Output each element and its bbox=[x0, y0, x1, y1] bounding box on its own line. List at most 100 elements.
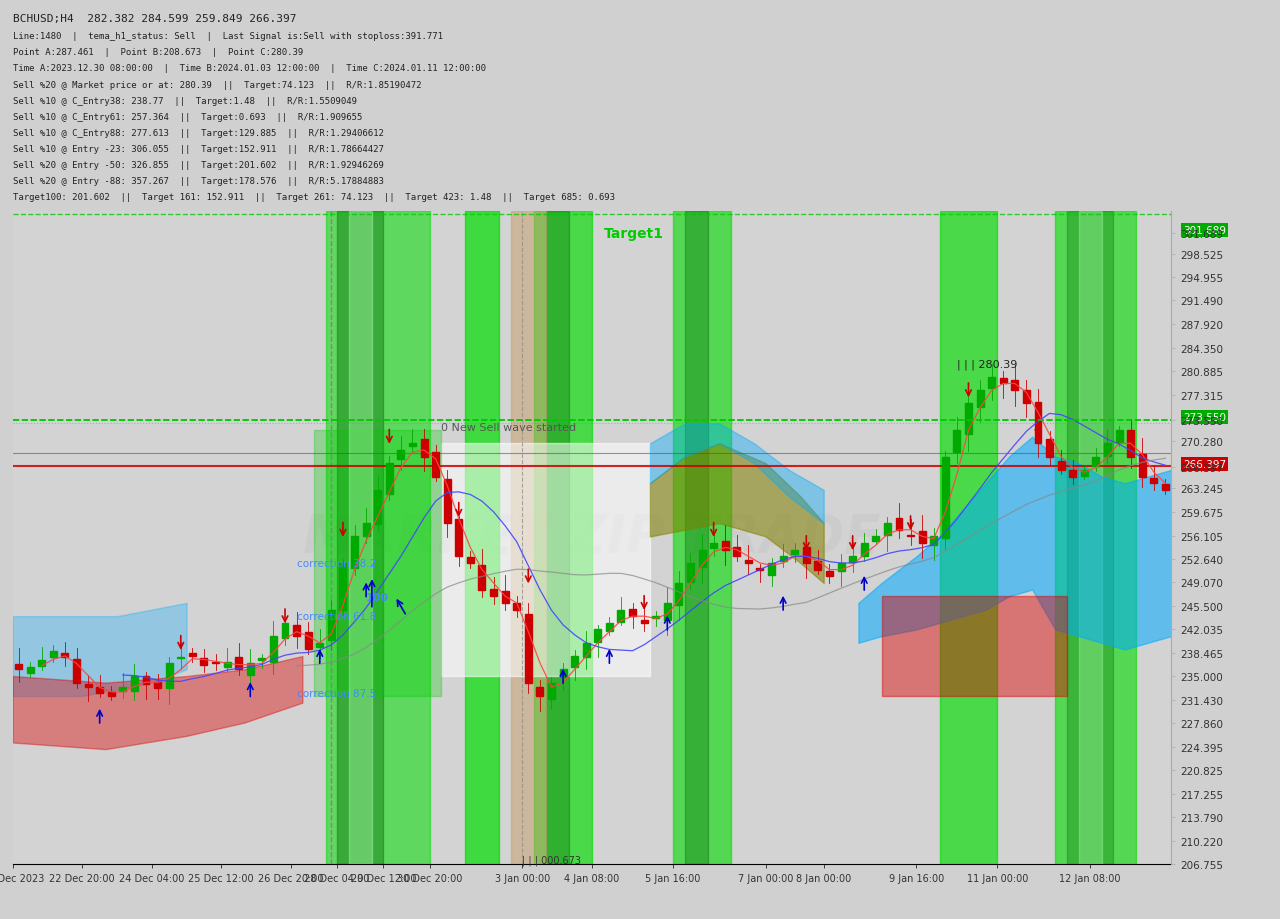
Bar bbox=[259, 658, 265, 660]
Bar bbox=[908, 535, 914, 537]
Bar bbox=[490, 590, 497, 596]
Bar bbox=[664, 603, 671, 620]
Bar bbox=[617, 610, 625, 622]
Text: Point A:287.461  |  Point B:208.673  |  Point C:280.39: Point A:287.461 | Point B:208.673 | Poin… bbox=[13, 48, 303, 57]
Bar bbox=[351, 537, 358, 568]
Text: Time A:2023.12.30 08:00:00  |  Time B:2024.01.03 12:00:00  |  Time C:2024.01.11 : Time A:2023.12.30 08:00:00 | Time B:2024… bbox=[13, 64, 486, 74]
Bar bbox=[316, 643, 324, 648]
Bar bbox=[605, 623, 613, 631]
Bar bbox=[247, 663, 253, 675]
Bar bbox=[1116, 430, 1123, 443]
Bar bbox=[942, 457, 948, 539]
Bar bbox=[293, 625, 300, 637]
Bar bbox=[1000, 379, 1006, 384]
Bar bbox=[444, 480, 451, 524]
Bar bbox=[1139, 455, 1146, 477]
Bar bbox=[410, 444, 416, 447]
Bar bbox=[374, 491, 381, 525]
Bar bbox=[873, 537, 879, 541]
Bar bbox=[791, 550, 799, 554]
Bar bbox=[456, 519, 462, 557]
Bar bbox=[525, 615, 531, 683]
Bar bbox=[722, 541, 728, 550]
Bar bbox=[328, 610, 335, 641]
Bar bbox=[236, 657, 242, 670]
Bar bbox=[641, 620, 648, 623]
Bar bbox=[1046, 439, 1053, 457]
Bar bbox=[988, 378, 995, 388]
Bar bbox=[1057, 461, 1065, 471]
Bar bbox=[860, 543, 868, 556]
Bar bbox=[940, 211, 997, 864]
Bar bbox=[768, 563, 774, 575]
Bar bbox=[339, 563, 347, 610]
Bar bbox=[513, 603, 520, 610]
Bar bbox=[534, 211, 591, 864]
Bar bbox=[1056, 211, 1137, 864]
Bar bbox=[559, 670, 567, 677]
Bar bbox=[814, 562, 822, 570]
Bar bbox=[1069, 471, 1076, 477]
Bar bbox=[954, 430, 960, 452]
Bar bbox=[896, 518, 902, 530]
Text: correction 38.2: correction 38.2 bbox=[297, 559, 376, 569]
Bar bbox=[465, 211, 499, 864]
Bar bbox=[397, 450, 404, 460]
Bar bbox=[50, 651, 56, 657]
Bar bbox=[1151, 479, 1157, 483]
Bar bbox=[965, 404, 972, 435]
Bar bbox=[479, 565, 485, 590]
Bar bbox=[131, 676, 138, 691]
Bar bbox=[61, 653, 68, 657]
Bar bbox=[38, 661, 45, 666]
Bar bbox=[511, 211, 545, 864]
Bar bbox=[502, 592, 508, 603]
Bar bbox=[931, 537, 937, 546]
Bar bbox=[282, 623, 288, 638]
Bar bbox=[212, 662, 219, 663]
Text: Line:1480  |  tema_h1_status: Sell  |  Last Signal is:Sell with stoploss:391.771: Line:1480 | tema_h1_status: Sell | Last … bbox=[13, 32, 443, 41]
Text: correction 61.8: correction 61.8 bbox=[297, 612, 376, 622]
Bar bbox=[687, 563, 694, 583]
Bar bbox=[201, 658, 207, 665]
Bar bbox=[548, 683, 556, 699]
Text: Sell %20 @ Entry -50: 326.855  ||  Target:201.602  ||  R/R:1.92946269: Sell %20 @ Entry -50: 326.855 || Target:… bbox=[13, 161, 384, 170]
Bar bbox=[325, 211, 430, 864]
Text: 100: 100 bbox=[366, 592, 389, 602]
Bar bbox=[433, 453, 439, 477]
Bar bbox=[84, 685, 92, 687]
Bar bbox=[685, 211, 708, 864]
Bar bbox=[27, 668, 33, 674]
Text: Sell %10 @ Entry -23: 306.055  ||  Target:152.911  ||  R/R:1.78664427: Sell %10 @ Entry -23: 306.055 || Target:… bbox=[13, 145, 384, 153]
Bar bbox=[362, 524, 370, 537]
Bar bbox=[837, 563, 845, 572]
Bar bbox=[536, 687, 543, 697]
Bar bbox=[733, 547, 740, 557]
Bar bbox=[337, 211, 384, 864]
Bar bbox=[1105, 444, 1111, 457]
Text: Sell %10 @ C_Entry61: 257.364  ||  Target:0.693  ||  R/R:1.909655: Sell %10 @ C_Entry61: 257.364 || Target:… bbox=[13, 112, 362, 121]
Bar bbox=[1023, 391, 1030, 404]
Bar bbox=[977, 391, 983, 408]
Bar bbox=[628, 609, 636, 617]
Bar bbox=[745, 561, 751, 563]
Bar bbox=[919, 532, 925, 543]
Text: correction 87.5: correction 87.5 bbox=[297, 688, 376, 698]
Text: Sell %20 @ Entry -88: 357.267  ||  Target:178.576  ||  R/R:5.17884883: Sell %20 @ Entry -88: 357.267 || Target:… bbox=[13, 177, 384, 186]
Bar bbox=[545, 211, 568, 864]
Text: | | | 280.39: | | | 280.39 bbox=[957, 359, 1018, 370]
Bar bbox=[467, 558, 474, 563]
Text: Sell %10 @ C_Entry88: 277.613  ||  Target:129.885  ||  R/R:1.29406612: Sell %10 @ C_Entry88: 277.613 || Target:… bbox=[13, 129, 384, 138]
Text: 266.397: 266.397 bbox=[1183, 460, 1226, 470]
Bar bbox=[165, 663, 173, 688]
Bar bbox=[1079, 211, 1102, 864]
Bar bbox=[224, 662, 230, 667]
Text: MARKET ZIP TRADE: MARKET ZIP TRADE bbox=[303, 512, 881, 563]
Bar bbox=[826, 572, 833, 576]
Bar bbox=[699, 550, 705, 568]
Text: BCHUSD;H4  282.382 284.599 259.849 266.397: BCHUSD;H4 282.382 284.599 259.849 266.39… bbox=[13, 14, 296, 24]
Bar bbox=[673, 211, 731, 864]
Bar bbox=[676, 584, 682, 606]
Bar bbox=[849, 557, 856, 562]
Bar bbox=[142, 676, 150, 684]
